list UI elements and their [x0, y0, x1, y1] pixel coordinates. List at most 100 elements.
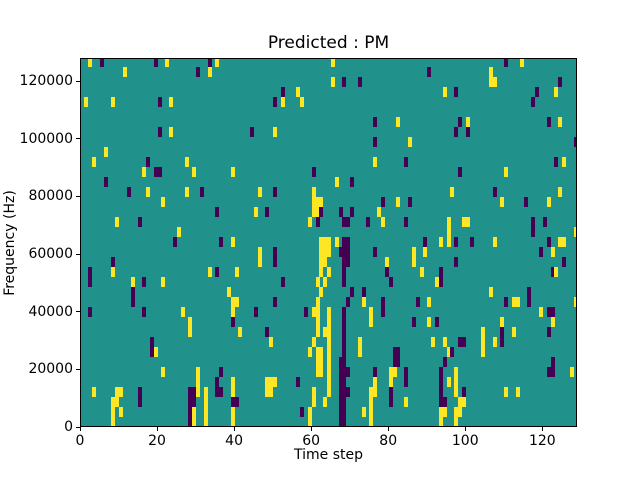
- heatmap-cell: [381, 306, 385, 317]
- heatmap-cell: [319, 266, 324, 277]
- heatmap-cell: [573, 137, 576, 148]
- heatmap-cell: [438, 376, 443, 387]
- heatmap-cell: [157, 167, 162, 178]
- heatmap-cell: [161, 276, 166, 287]
- heatmap-cell: [115, 386, 120, 397]
- heatmap-cell: [265, 207, 270, 218]
- heatmap-cell: [257, 256, 262, 267]
- heatmap-cell: [327, 386, 332, 397]
- heatmap-cell: [442, 336, 447, 347]
- heatmap-cell: [369, 306, 374, 317]
- heatmap-cell: [184, 157, 189, 168]
- heatmap-cell: [481, 336, 486, 347]
- heatmap-cell: [454, 256, 459, 267]
- x-tick-label: 20: [148, 433, 166, 449]
- heatmap-cell: [369, 416, 374, 426]
- heatmap-cell: [142, 276, 147, 287]
- heatmap-cell: [323, 396, 328, 407]
- heatmap-cell: [188, 396, 193, 407]
- heatmap-cell: [442, 406, 447, 417]
- heatmap-cell: [562, 157, 567, 168]
- y-tick-mark: [76, 138, 80, 140]
- heatmap-cell: [458, 336, 463, 347]
- heatmap-cell: [388, 396, 393, 407]
- heatmap-cell: [481, 346, 486, 357]
- heatmap-cell: [327, 246, 332, 257]
- heatmap-cell: [373, 137, 378, 148]
- x-tick-mark: [233, 427, 235, 431]
- heatmap-cell: [431, 336, 436, 347]
- heatmap-cell: [434, 276, 439, 287]
- heatmap-cell: [350, 286, 355, 297]
- heatmap-cell: [280, 97, 285, 108]
- heatmap-cell: [319, 256, 324, 267]
- heatmap-cell: [500, 316, 505, 327]
- heatmap-cell: [558, 117, 563, 128]
- heatmap-cell: [103, 177, 108, 188]
- y-tick-label: 120000: [19, 73, 73, 90]
- x-tick-mark: [387, 427, 389, 431]
- heatmap-cell: [188, 386, 193, 397]
- heatmap-cell: [319, 207, 324, 218]
- y-tick-mark: [76, 253, 80, 255]
- heatmap-cell: [319, 356, 324, 367]
- heatmap-cell: [504, 59, 509, 68]
- heatmap-cell: [92, 157, 97, 168]
- heatmap-cell: [273, 187, 278, 198]
- heatmap-cell: [519, 59, 524, 68]
- heatmap-cell: [342, 376, 347, 387]
- heatmap-cell: [573, 296, 576, 307]
- heatmap-cell: [327, 366, 332, 377]
- heatmap-cell: [219, 237, 224, 247]
- heatmap-cell: [350, 177, 355, 188]
- heatmap-cell: [373, 376, 378, 387]
- heatmap-cell: [500, 326, 505, 337]
- heatmap-cell: [342, 406, 347, 417]
- heatmap-cell: [361, 286, 366, 297]
- heatmap-cell: [203, 406, 208, 417]
- heatmap-cell: [315, 217, 320, 228]
- heatmap-cell: [273, 127, 278, 138]
- x-tick-mark: [156, 427, 158, 431]
- heatmap-cell: [250, 127, 255, 138]
- heatmap-cell: [361, 296, 366, 307]
- heatmap-cell: [438, 386, 443, 397]
- heatmap-cell: [307, 416, 312, 426]
- heatmap-cell: [338, 386, 343, 397]
- x-tick-label: 40: [225, 433, 243, 449]
- heatmap-cell: [338, 366, 343, 377]
- heatmap-cell: [315, 276, 320, 287]
- heatmap-cell: [438, 406, 443, 417]
- y-tick-mark: [76, 195, 80, 197]
- heatmap-cell: [346, 386, 351, 397]
- heatmap-cell: [192, 406, 197, 417]
- y-tick-mark: [76, 80, 80, 82]
- heatmap-cell: [307, 346, 312, 357]
- heatmap-cell: [338, 406, 343, 417]
- heatmap-cell: [361, 406, 366, 417]
- heatmap-cell: [373, 386, 378, 397]
- x-tick-mark: [310, 427, 312, 431]
- heatmap-cell: [542, 217, 547, 228]
- heatmap-cell: [404, 366, 409, 377]
- heatmap-cell: [531, 227, 536, 238]
- heatmap-cell: [342, 306, 347, 317]
- heatmap-cell: [342, 346, 347, 357]
- heatmap-cell: [488, 77, 493, 88]
- heatmap-cell: [458, 167, 463, 178]
- heatmap-cell: [330, 77, 335, 88]
- heatmap-cell: [273, 376, 278, 387]
- x-tick-mark: [464, 427, 466, 431]
- heatmap-cell: [562, 237, 567, 247]
- heatmap-cell: [230, 296, 235, 307]
- heatmap-cell: [465, 117, 470, 128]
- heatmap-cell: [111, 406, 116, 417]
- heatmap-cell: [515, 296, 520, 307]
- heatmap-cell: [396, 197, 401, 208]
- heatmap-cell: [323, 256, 328, 267]
- heatmap-cell: [461, 386, 466, 397]
- heatmap-cell: [342, 396, 347, 407]
- heatmap-cell: [184, 187, 189, 198]
- heatmap-cell: [411, 246, 416, 257]
- heatmap-cell: [346, 217, 351, 228]
